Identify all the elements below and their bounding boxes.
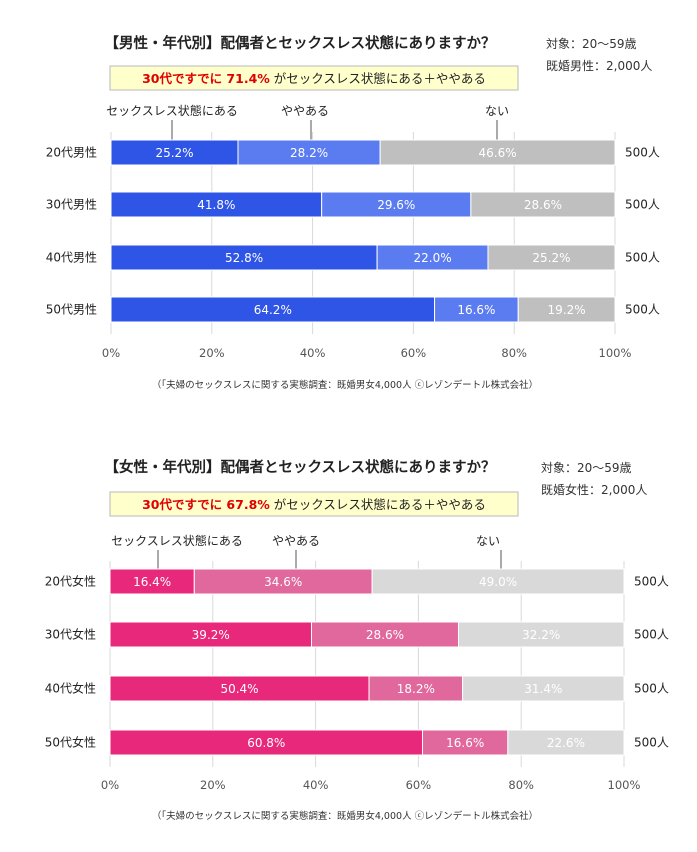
category-label: 40代男性 [46,251,97,265]
data-label: 16.6% [446,736,484,750]
data-label: 22.0% [413,251,451,265]
category-label: 30代女性 [45,627,96,642]
data-label: 16.6% [457,303,495,317]
data-label: 39.2% [192,628,230,642]
x-tick-label: 80% [508,778,534,792]
series-label: ない [485,104,509,118]
bar-segment [110,296,436,323]
category-label: 50代女性 [45,735,96,750]
highlight-rest: がセックスレス状態にある＋ややある [270,497,486,512]
bar-segment [487,244,616,271]
series-label: ない [476,534,500,548]
data-label: 25.2% [532,251,570,265]
x-tick-label: 40% [303,778,329,792]
bar-segment [321,191,472,218]
highlight-text: 30代ですでに 67.8% がセックスレス状態にある＋ややある [142,497,486,512]
bar-segment [517,296,616,323]
x-tick-label: 60% [406,778,432,792]
count-label: 500人 [625,198,660,212]
target-line-2: 既婚男性：2,000人 [546,59,652,73]
x-tick-label: 40% [300,346,326,360]
source-note: （「夫婦のセックスレスに関する実態調査：既婚男女4,000人 ⓒレゾンデートル株… [152,379,538,391]
count-label: 500人 [625,146,660,160]
data-label: 28.6% [366,628,404,642]
data-label: 18.2% [397,682,435,696]
data-label: 41.8% [197,198,235,212]
bar-segment [371,568,625,595]
category-label: 20代女性 [45,574,96,589]
count-label: 500人 [634,736,669,750]
bar-segment [109,621,312,648]
bar-segment [109,729,424,756]
target-line-2: 既婚女性：2,000人 [541,482,647,497]
source-note: （「夫婦のセックスレスに関する実態調査：既婚男女4,000人 ⓒレゾンデートル株… [152,810,538,822]
highlight-red: 30代ですでに 67.8% [142,497,270,512]
chart-panel-2: 【女性・年代別】配偶者とセックスレス状態にありますか？ 対象：20～59歳既婚女性… [45,458,669,822]
bar-segment [110,139,239,166]
data-label: 29.6% [377,198,415,212]
bar-segment [109,568,195,595]
bar-segment [422,729,509,756]
x-tick-label: 60% [401,346,427,360]
bar-segment [376,244,489,271]
count-label: 500人 [634,682,669,696]
highlight-box [109,491,519,517]
series-label: セックスレス状態にある [111,533,243,548]
chart-panel-1: 【男性・年代別】配偶者とセックスレス状態にありますか？ 対象：20～59歳既婚男性… [46,34,660,391]
data-label: 46.6% [479,146,517,160]
data-label: 52.8% [225,251,263,265]
bar-segment [310,621,459,648]
chart-title: 【女性・年代別】配偶者とセックスレス状態にありますか？ [104,458,495,476]
series-label: ややある [281,104,329,118]
bar-segment [462,675,625,702]
bar-segment [109,675,370,702]
bar-segment [470,191,616,218]
series-label: ややある [272,534,320,548]
series-label: セックスレス状態にある [106,103,238,118]
data-label: 60.8% [247,736,285,750]
highlight-box [109,65,519,91]
category-label: 40代女性 [45,681,96,696]
data-label: 50.4% [220,682,258,696]
data-label: 22.6% [547,736,585,750]
data-label: 16.4% [133,575,171,589]
data-label: 19.2% [548,303,586,317]
count-label: 500人 [634,628,669,642]
x-tick-label: 100% [608,778,641,792]
data-label: 64.2% [254,303,292,317]
x-tick-label: 0% [101,778,119,792]
data-label: 28.6% [524,198,562,212]
bar-segment [237,139,381,166]
chart-title: 【男性・年代別】配偶者とセックスレス状態にありますか？ [104,34,495,52]
category-label: 20代男性 [46,146,97,160]
bar-segment [193,568,373,595]
target-line-1: 対象：20～59歳 [541,461,632,475]
bar-segment [110,244,378,271]
data-label: 34.6% [264,575,302,589]
x-tick-label: 100% [599,346,632,360]
data-label: 25.2% [155,146,193,160]
count-label: 500人 [625,251,660,265]
x-tick-label: 0% [102,346,120,360]
bar-segment [507,729,625,756]
target-line-1: 対象：20～59歳 [546,37,637,51]
x-tick-label: 80% [501,346,527,360]
bar-segment [379,139,616,166]
count-label: 500人 [625,303,660,317]
data-label: 28.2% [290,146,328,160]
x-tick-label: 20% [199,346,225,360]
data-label: 32.2% [522,628,560,642]
highlight-rest: がセックスレス状態にある＋ややある [270,71,486,86]
data-label: 49.0% [479,575,517,589]
bar-segment [457,621,625,648]
data-label: 31.4% [524,682,562,696]
highlight-text: 30代ですでに 71.4% がセックスレス状態にある＋ややある [142,71,486,86]
count-label: 500人 [634,575,669,589]
highlight-red: 30代ですでに 71.4% [142,71,270,86]
category-label: 50代男性 [46,303,97,317]
category-label: 30代男性 [46,198,97,212]
x-tick-label: 20% [200,778,226,792]
